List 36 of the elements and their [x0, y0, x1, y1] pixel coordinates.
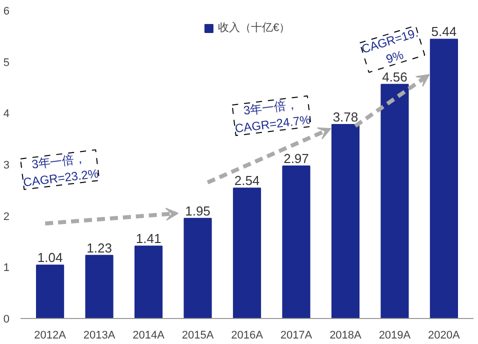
data-label: 1.23 [86, 240, 112, 256]
x-tick-label: 2015A [182, 330, 214, 342]
y-tick-label: 5 [3, 56, 10, 69]
data-label: 2.97 [284, 151, 309, 166]
data-label: 3.78 [332, 109, 358, 124]
bar [430, 38, 458, 318]
annotation: 3年一倍， CAGR=24.7% [234, 97, 312, 136]
data-label: 1.41 [136, 231, 162, 246]
x-tick-label: 2017A [280, 330, 313, 342]
annotation: 3年一倍， CAGR=23.2% [22, 151, 100, 190]
data-label: 5.44 [431, 24, 457, 40]
legend-label: 收入（十亿€） [218, 21, 290, 35]
data-label: 1.04 [37, 250, 63, 266]
bar [232, 188, 262, 318]
y-tick-label: 2 [3, 210, 10, 223]
bar [282, 166, 310, 318]
y-tick-label: 3 [3, 160, 10, 172]
y-tick-label: 6 [3, 6, 10, 18]
x-tick-label: 2014A [132, 330, 166, 342]
x-tick-label: 2016A [231, 330, 264, 342]
data-label: 4.56 [382, 69, 408, 84]
data-label: 2.54 [234, 173, 260, 188]
x-tick-label: 2018A [330, 330, 362, 342]
y-tick-label: 4 [3, 108, 10, 120]
x-tick-label: 2020A [428, 330, 461, 342]
bar [36, 264, 64, 318]
x-tick-label: 2013A [83, 330, 116, 342]
bar [85, 254, 114, 318]
y-tick-label: 1 [3, 262, 10, 274]
bar [331, 124, 360, 318]
x-tick-label: 2019A [378, 330, 412, 342]
bar [184, 218, 212, 318]
y-tick-label: 0 [3, 314, 10, 326]
x-tick-label: 2012A [34, 330, 67, 342]
bar [134, 246, 163, 318]
data-label: 1.95 [185, 203, 210, 218]
